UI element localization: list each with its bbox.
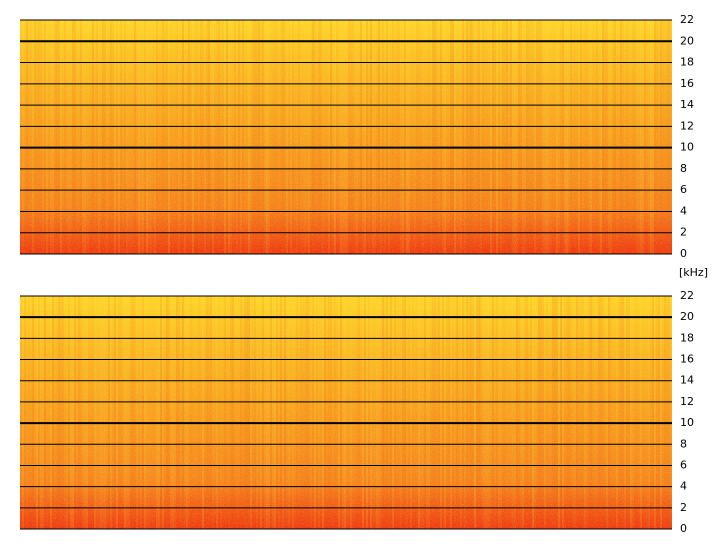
spectrogram-noise <box>20 296 672 529</box>
y-tick-label: 6 <box>680 183 687 196</box>
y-tick-label: 16 <box>680 353 694 366</box>
y-tick-label: 8 <box>680 162 687 175</box>
y-tick-label: 20 <box>680 310 694 323</box>
y-tick-label: 4 <box>680 204 687 217</box>
y-tick-label: 12 <box>680 119 694 132</box>
y-tick-label: 18 <box>680 331 694 344</box>
y-tick-label: 10 <box>680 141 694 154</box>
spectrogram-noise <box>20 20 672 254</box>
y-tick-label: 0 <box>680 522 687 535</box>
y-tick-label: 6 <box>680 458 687 471</box>
y-tick-label: 12 <box>680 395 694 408</box>
y-tick-label: 22 <box>680 289 694 302</box>
y-tick-label: 2 <box>680 501 687 514</box>
y-tick-label: 20 <box>680 34 694 47</box>
spectrogram-image <box>20 296 672 529</box>
y-tick-label: 0 <box>680 247 687 260</box>
y-tick-label: 16 <box>680 77 694 90</box>
y-tick-label: 2 <box>680 226 687 239</box>
y-tick-label: 4 <box>680 480 687 493</box>
spectrogram-image <box>20 20 672 254</box>
y-tick-label: 14 <box>680 98 694 111</box>
y-tick-label: 8 <box>680 437 687 450</box>
y-tick-label: 18 <box>680 56 694 69</box>
y-axis-unit: [kHz] <box>679 266 708 279</box>
y-tick-label: 22 <box>680 13 694 26</box>
y-tick-label: 10 <box>680 416 694 429</box>
y-tick-label: 14 <box>680 374 694 387</box>
